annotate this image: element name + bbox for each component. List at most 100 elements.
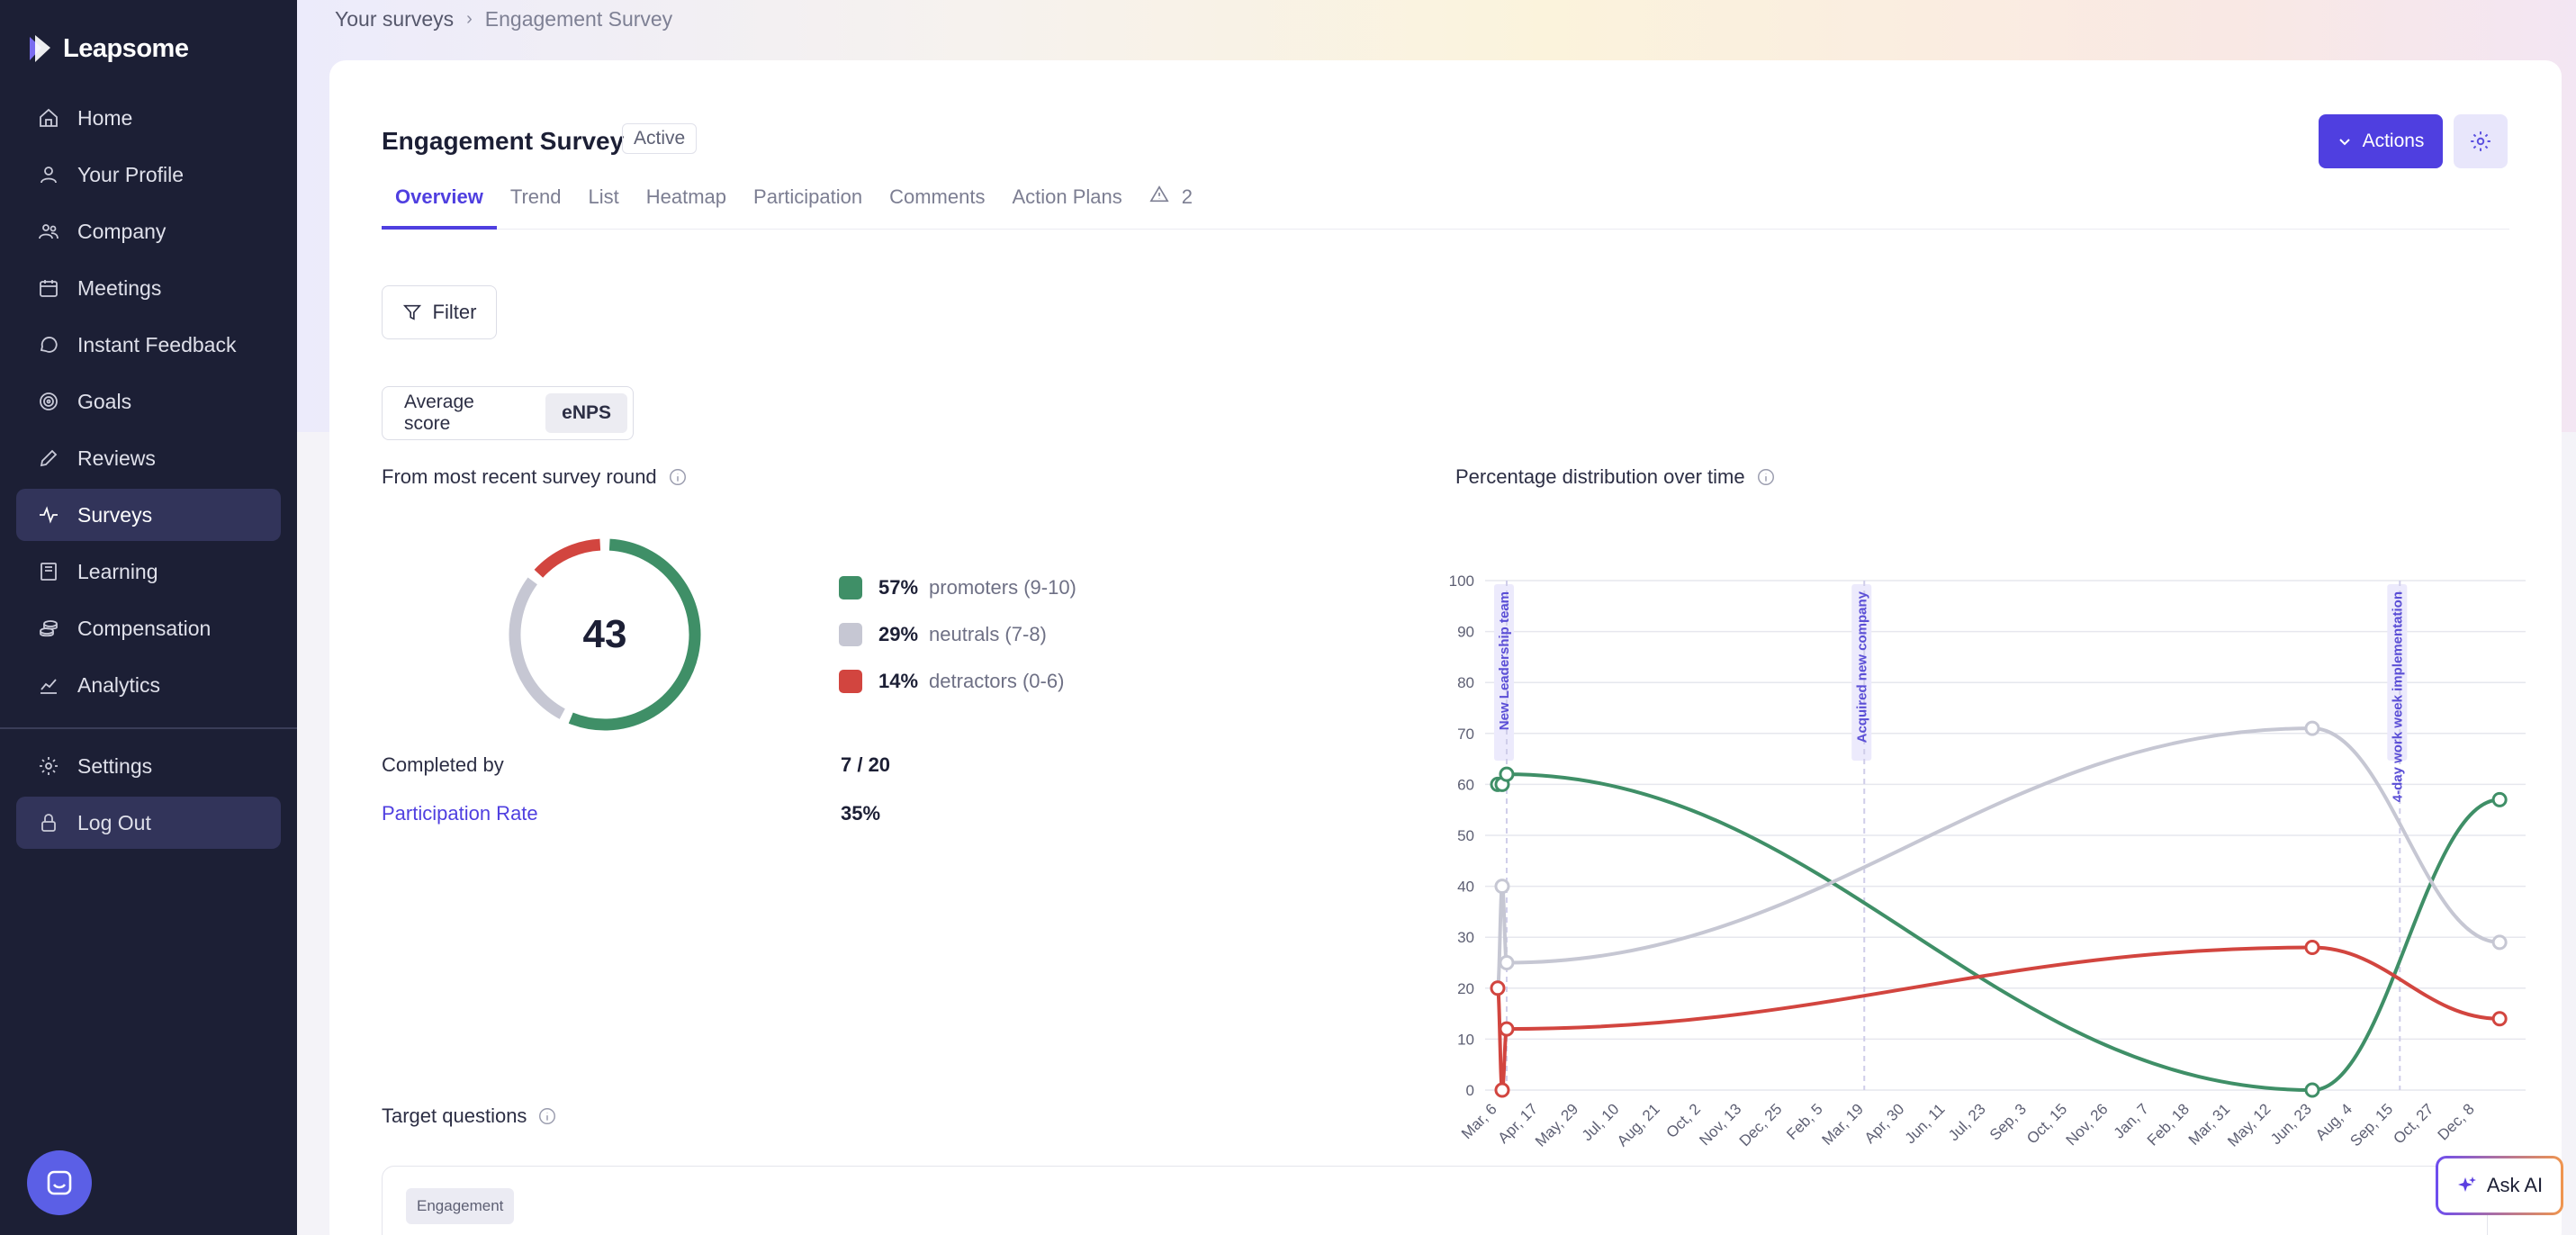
- annotation-band: [2387, 584, 2408, 761]
- category-tag: Engagement: [406, 1188, 515, 1224]
- sidebar-item-goals[interactable]: Goals: [16, 375, 281, 428]
- data-point-neutrals[interactable]: [2491, 934, 2508, 951]
- info-icon[interactable]: [1756, 467, 1776, 487]
- y-tick-label: 20: [1457, 980, 1474, 997]
- sidebar-item-analytics[interactable]: Analytics: [16, 659, 281, 711]
- x-tick-label: Sep, 3: [1986, 1100, 2030, 1143]
- tab-heatmap[interactable]: Heatmap: [645, 185, 727, 208]
- tab-list[interactable]: List: [588, 185, 619, 208]
- data-point-detractors[interactable]: [1499, 1021, 1515, 1037]
- x-tick-label: Jun, 23: [2267, 1100, 2315, 1148]
- sidebar-item-instant-feedback[interactable]: Instant Feedback: [16, 319, 281, 371]
- sidebar-item-label: Goals: [77, 389, 132, 413]
- sidebar-bottom-nav: Settings Log Out: [16, 740, 281, 853]
- data-point-detractors[interactable]: [1494, 1082, 1510, 1098]
- x-tick-label: Mar, 6: [1458, 1100, 1500, 1142]
- legend-swatch-promoters: [839, 576, 862, 599]
- sidebar-item-surveys[interactable]: Surveys: [16, 489, 281, 541]
- tab-participation[interactable]: Participation: [753, 185, 863, 208]
- sidebar-item-label: Your Profile: [77, 162, 185, 186]
- x-tick-label: Dec, 8: [2435, 1100, 2478, 1143]
- sidebar-item-label: Compensation: [77, 616, 212, 640]
- legend-label-detractors: detractors (0-6): [929, 670, 1065, 692]
- sidebar-item-label: Company: [77, 219, 167, 243]
- y-tick-label: 30: [1457, 929, 1474, 946]
- chart-icon: [41, 679, 57, 694]
- toggle-enps[interactable]: eNPS: [545, 393, 627, 433]
- tab-warnings[interactable]: 2: [1136, 185, 1206, 230]
- tab-comments[interactable]: Comments: [889, 185, 986, 208]
- data-point-detractors[interactable]: [2491, 1011, 2508, 1027]
- ask-ai-label: Ask AI: [2486, 1174, 2544, 1196]
- data-point-neutrals[interactable]: [1499, 955, 1515, 970]
- data-point-promoters[interactable]: [2491, 791, 2508, 807]
- warning-count: 2: [1181, 185, 1193, 208]
- app-name: Leapsome: [63, 33, 189, 63]
- leapsome-logo-icon: [30, 35, 50, 62]
- app-logo[interactable]: Leapsome: [27, 31, 189, 67]
- data-point-neutrals[interactable]: [1494, 879, 1510, 895]
- filter-icon: [402, 304, 421, 320]
- target-icon: [40, 392, 58, 410]
- x-tick-label: Sep, 15: [2346, 1100, 2396, 1149]
- sidebar-item-meetings[interactable]: Meetings: [16, 262, 281, 314]
- sidebar-item-your-profile[interactable]: Your Profile: [16, 149, 281, 201]
- enps-score: 43: [582, 612, 627, 656]
- legend-pct-promoters: 57%: [878, 576, 919, 599]
- y-tick-label: 10: [1457, 1031, 1474, 1048]
- sidebar-item-label: Analytics: [77, 672, 161, 697]
- support-chat-button[interactable]: [27, 1150, 92, 1215]
- y-tick-label: 80: [1457, 674, 1474, 691]
- data-point-detractors[interactable]: [1490, 980, 1506, 996]
- survey-settings-button[interactable]: [2454, 114, 2508, 168]
- distribution-title: Percentage distribution over time: [1455, 465, 1745, 488]
- sidebar-item-log-out[interactable]: Log Out: [16, 797, 281, 849]
- x-tick-label: Oct, 27: [2390, 1100, 2436, 1147]
- sidebar-item-compensation[interactable]: Compensation: [16, 602, 281, 654]
- toggle-average-score[interactable]: Average score: [404, 392, 474, 434]
- tab-overview[interactable]: Overview: [382, 185, 497, 230]
- series-line-promoters: [1497, 772, 2500, 1093]
- tab-action-plans[interactable]: Action Plans: [1012, 185, 1122, 208]
- breadcrumb: Your surveys › Engagement Survey: [335, 7, 672, 32]
- x-tick-label: Feb, 18: [2144, 1100, 2193, 1149]
- filter-button[interactable]: Filter: [382, 285, 497, 339]
- data-point-promoters[interactable]: [2304, 1082, 2320, 1098]
- sidebar-item-learning[interactable]: Learning: [16, 545, 281, 598]
- sidebar-item-home[interactable]: Home: [16, 92, 281, 144]
- legend-swatch-detractors: [839, 670, 862, 693]
- sidebar-item-reviews[interactable]: Reviews: [16, 432, 281, 484]
- book-icon: [41, 563, 57, 581]
- actions-button[interactable]: Actions: [2319, 114, 2443, 168]
- breadcrumb-current: Engagement Survey: [484, 7, 673, 31]
- data-point-detractors[interactable]: [2304, 940, 2320, 956]
- info-icon[interactable]: [668, 467, 688, 487]
- tab-trend[interactable]: Trend: [509, 185, 562, 208]
- sparkle-icon: [2457, 1176, 2476, 1192]
- gear-icon: [2471, 131, 2490, 151]
- data-point-neutrals[interactable]: [2304, 720, 2320, 736]
- sidebar-item-company[interactable]: Company: [16, 205, 281, 257]
- recent-round-heading: From most recent survey round: [382, 465, 688, 489]
- sidebar-item-label: Settings: [77, 753, 153, 778]
- participation-rate-link[interactable]: Participation Rate: [382, 802, 538, 825]
- x-tick-label: Jul, 23: [1945, 1100, 1989, 1144]
- ask-ai-button[interactable]: Ask AI: [2436, 1156, 2563, 1215]
- legend-label-promoters: promoters (9-10): [929, 576, 1076, 599]
- users-icon: [39, 224, 59, 239]
- chevron-right-icon: ›: [466, 9, 473, 29]
- sidebar-item-label: Surveys: [77, 502, 153, 527]
- actions-button-label: Actions: [2362, 131, 2425, 151]
- annotation-band: [1851, 584, 1872, 761]
- x-tick-label: Oct, 15: [2023, 1100, 2070, 1147]
- data-point-promoters[interactable]: [1499, 766, 1515, 782]
- chat-icon: [47, 1170, 72, 1195]
- sidebar-item-settings[interactable]: Settings: [16, 740, 281, 792]
- info-icon[interactable]: [537, 1106, 557, 1126]
- sidebar-divider: [0, 727, 297, 729]
- sidebar: Leapsome Home Your Profile Company Meeti…: [0, 0, 297, 1235]
- annotation-label: New Leadership team: [1497, 591, 1512, 730]
- lock-icon: [41, 814, 56, 832]
- participation-rate-value: 35%: [841, 802, 881, 825]
- breadcrumb-parent-link[interactable]: Your surveys: [335, 7, 455, 31]
